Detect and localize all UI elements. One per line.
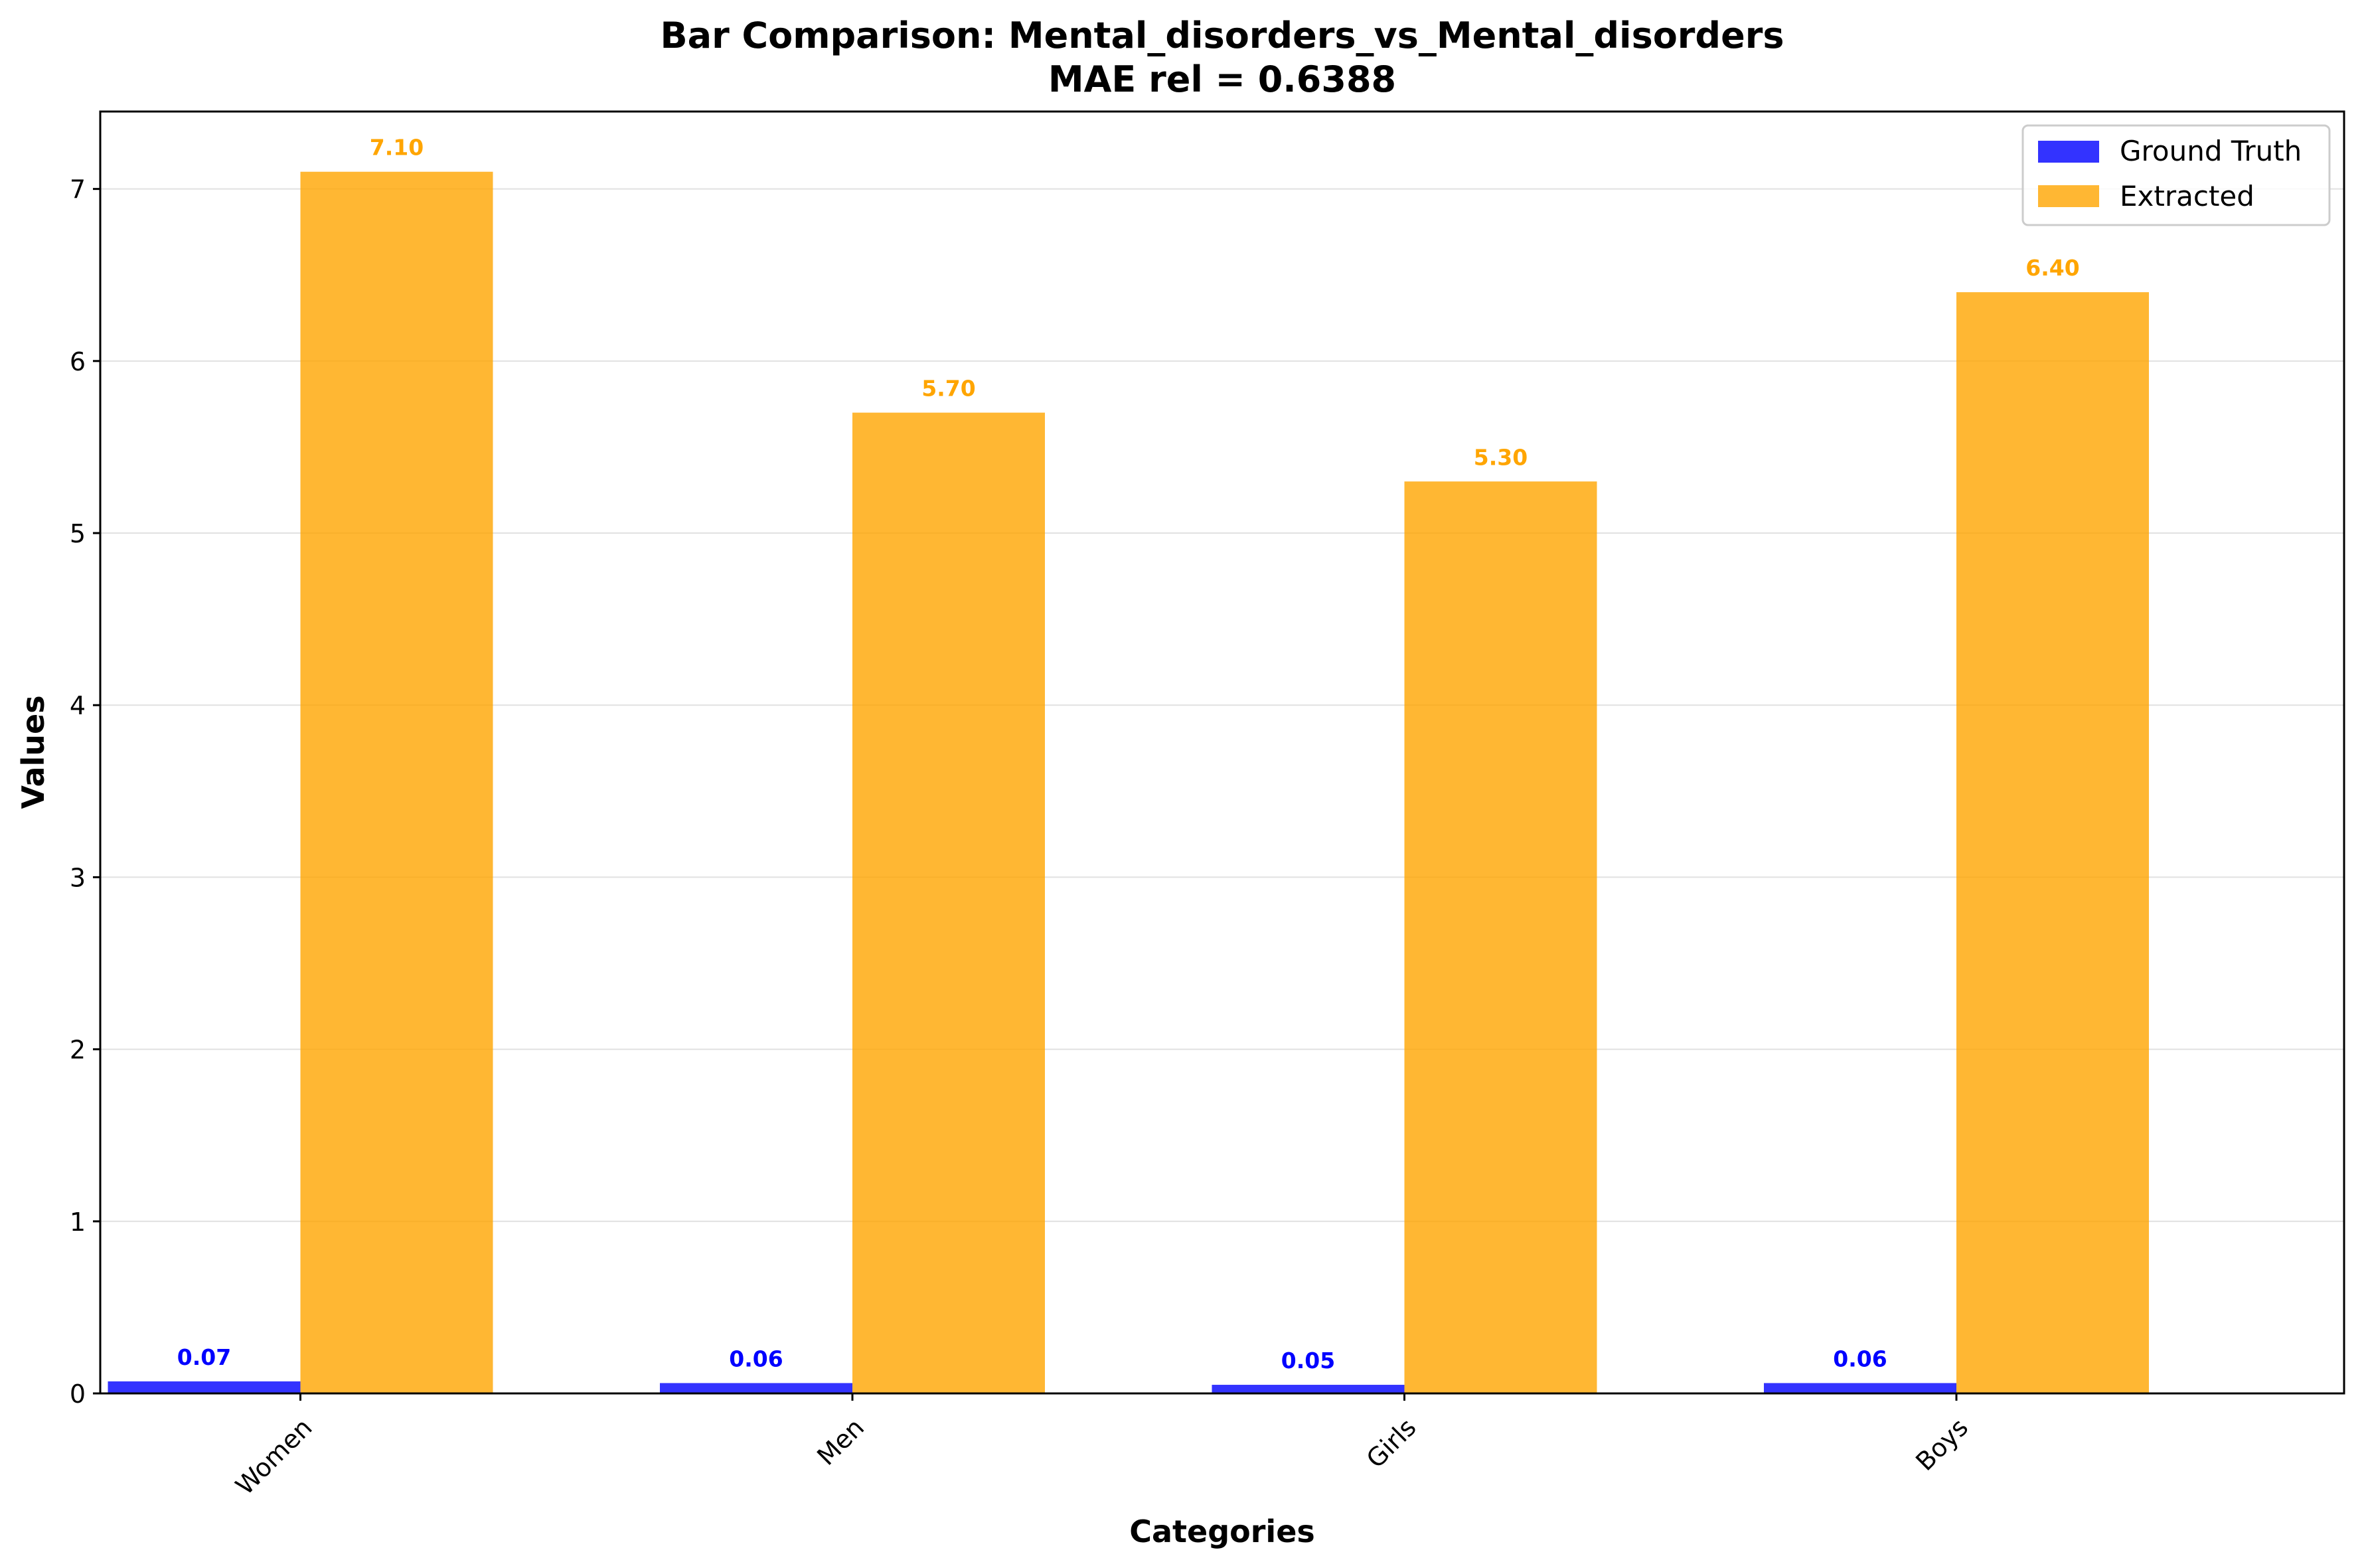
legend-box xyxy=(2021,124,2331,226)
bar-ground-truth-women xyxy=(108,1381,301,1393)
y-tick-label-6: 6 xyxy=(70,347,86,376)
y-tick-label-2: 2 xyxy=(70,1036,86,1065)
y-axis-label: Values xyxy=(15,695,51,809)
data-label-ground-truth-women: 0.07 xyxy=(177,1344,231,1370)
y-tick-label-1: 1 xyxy=(70,1208,86,1237)
chart-subtitle: MAE rel = 0.6388 xyxy=(1048,58,1396,100)
data-label-ground-truth-men: 0.06 xyxy=(729,1346,783,1372)
y-tick-label-5: 5 xyxy=(70,519,86,548)
x-axis-label: Categories xyxy=(1129,1514,1315,1549)
y-axis-ticks: 0 1 2 3 4 5 6 7 xyxy=(70,175,100,1409)
bar-ground-truth-girls xyxy=(1212,1385,1405,1393)
data-label-ground-truth-boys: 0.06 xyxy=(1833,1346,1887,1372)
data-label-extracted-girls: 5.30 xyxy=(1474,444,1528,470)
bar-extracted-men xyxy=(852,412,1045,1393)
x-tick-label-boys: Boys xyxy=(1910,1413,1974,1476)
data-label-ground-truth-girls: 0.05 xyxy=(1281,1348,1335,1373)
legend-label-extracted: Extracted xyxy=(2120,180,2254,212)
chart-title: Bar Comparison: Mental_disorders_vs_Ment… xyxy=(661,15,1784,56)
plot-frame xyxy=(99,110,2345,1395)
bars xyxy=(108,171,2149,1394)
x-axis-ticks: Women Men Girls Boys xyxy=(230,1393,1974,1500)
data-label-extracted-boys: 6.40 xyxy=(2025,255,2079,281)
bar-ground-truth-men xyxy=(660,1383,852,1393)
x-tick-label-men: Men xyxy=(811,1413,870,1471)
legend-label-ground-truth: Ground Truth xyxy=(2120,135,2302,167)
bar-ground-truth-boys xyxy=(1764,1383,1956,1393)
x-tick-label-girls: Girls xyxy=(1361,1413,1422,1474)
bar-extracted-boys xyxy=(1956,292,2149,1394)
legend-swatch-ground-truth xyxy=(2038,141,2099,163)
legend-swatch-extracted xyxy=(2038,185,2099,207)
y-tick-label-4: 4 xyxy=(70,691,86,720)
y-tick-label-7: 7 xyxy=(70,175,86,204)
bar-extracted-women xyxy=(300,171,493,1393)
data-labels: 0.07 7.10 0.06 5.70 0.05 5.30 0.06 6.40 xyxy=(177,135,2080,1373)
data-label-extracted-women: 7.10 xyxy=(370,135,424,161)
data-label-extracted-men: 5.70 xyxy=(921,376,975,402)
legend: Ground Truth Extracted xyxy=(2021,124,2331,226)
y-tick-label-0: 0 xyxy=(70,1379,86,1409)
bar-extracted-girls xyxy=(1404,481,1597,1393)
x-tick-label-women: Women xyxy=(230,1413,317,1500)
y-tick-label-3: 3 xyxy=(70,863,86,892)
